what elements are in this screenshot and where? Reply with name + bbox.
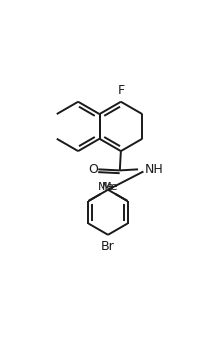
Text: Me: Me bbox=[97, 183, 114, 192]
Text: Br: Br bbox=[101, 240, 115, 252]
Text: O: O bbox=[89, 163, 98, 176]
Text: NH: NH bbox=[145, 163, 163, 176]
Text: Me: Me bbox=[102, 183, 119, 192]
Text: F: F bbox=[117, 84, 124, 97]
